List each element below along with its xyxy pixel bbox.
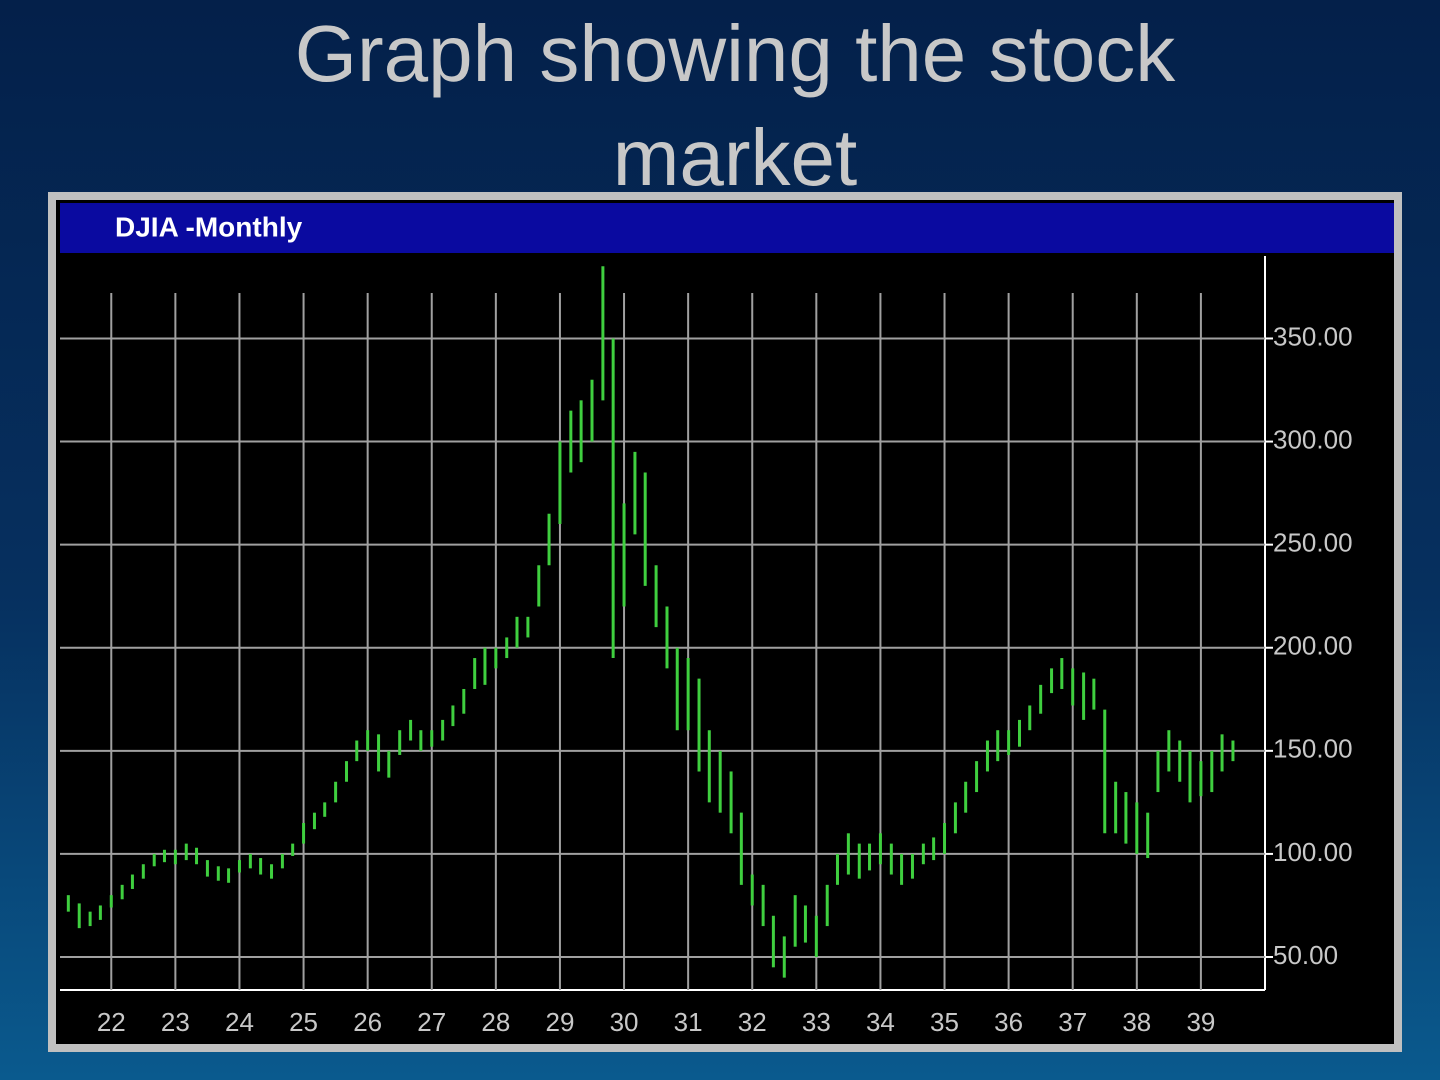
x-tick-label: 30 <box>610 1007 639 1037</box>
y-tick-label: 350.00 <box>1273 321 1353 351</box>
x-tick-label: 37 <box>1058 1007 1087 1037</box>
chart-panel <box>56 200 1394 1044</box>
y-tick-label: 50.00 <box>1273 940 1338 970</box>
x-tick-label: 34 <box>866 1007 895 1037</box>
y-tick-label: 200.00 <box>1273 631 1353 661</box>
y-tick-label: 300.00 <box>1273 424 1353 454</box>
x-tick-label: 23 <box>161 1007 190 1037</box>
y-tick-label: 250.00 <box>1273 528 1353 558</box>
x-tick-label: 33 <box>802 1007 831 1037</box>
x-tick-label: 31 <box>674 1007 703 1037</box>
x-tick-label: 38 <box>1122 1007 1151 1037</box>
slide-title: Graph showing the stock market <box>294 9 1176 202</box>
x-tick-label: 36 <box>994 1007 1023 1037</box>
x-tick-label: 29 <box>545 1007 574 1037</box>
x-tick-label: 26 <box>353 1007 382 1037</box>
x-tick-label: 35 <box>930 1007 959 1037</box>
y-tick-label: 100.00 <box>1273 837 1353 867</box>
x-tick-label: 27 <box>417 1007 446 1037</box>
title-bar <box>60 203 1394 253</box>
x-tick-label: 24 <box>225 1007 254 1037</box>
x-tick-label: 25 <box>289 1007 318 1037</box>
x-tick-label: 28 <box>481 1007 510 1037</box>
y-tick-label: 150.00 <box>1273 734 1353 764</box>
chart-title: DJIA -Monthly <box>115 211 303 242</box>
x-tick-label: 22 <box>97 1007 126 1037</box>
x-tick-label: 32 <box>738 1007 767 1037</box>
x-tick-label: 39 <box>1186 1007 1215 1037</box>
